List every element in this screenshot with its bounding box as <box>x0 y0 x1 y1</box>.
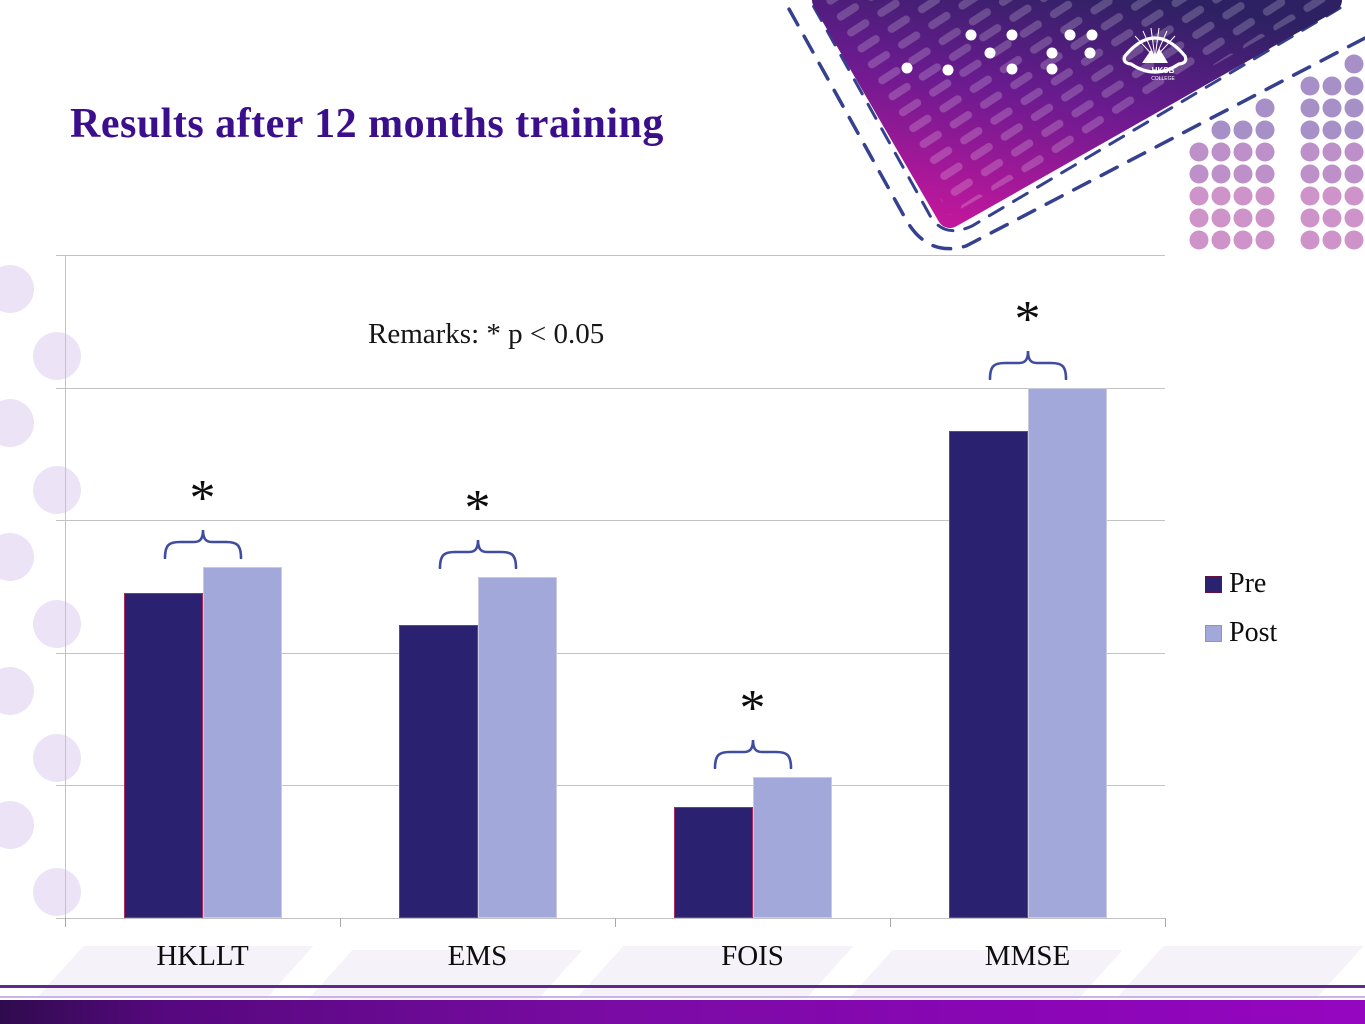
dashed-outline-outer <box>781 0 1365 251</box>
hksb-logo-icon: HKSB COLLEGE <box>1122 27 1188 82</box>
x-axis-tick <box>1165 918 1166 927</box>
legend-swatch-pre <box>1205 575 1222 593</box>
gridline <box>65 255 1165 256</box>
bar-post-hkllt <box>202 567 282 918</box>
y-axis-tick <box>56 255 65 256</box>
left-circle <box>0 533 34 581</box>
left-circle <box>33 332 81 380</box>
dashed-outline-inner <box>808 0 1342 233</box>
left-circle <box>33 466 81 514</box>
y-axis-tick <box>56 918 65 919</box>
left-circle <box>33 600 81 648</box>
gridline <box>65 652 1165 654</box>
left-circle <box>0 801 34 849</box>
category-label: HKLLT <box>156 940 249 972</box>
significance-bracket <box>436 537 520 570</box>
y-axis-tick <box>56 652 65 654</box>
logo-sub-text: COLLEGE <box>1151 76 1175 82</box>
gridline <box>65 387 1165 389</box>
dot-grid-decoration <box>1189 54 1364 250</box>
bottom-rule-light <box>0 996 1365 998</box>
left-circle <box>0 667 34 715</box>
gridline <box>65 520 1165 522</box>
y-axis-tick <box>56 387 65 389</box>
y-axis-line <box>65 255 66 918</box>
bar-pre-mmse <box>948 431 1028 918</box>
x-axis-tick <box>615 918 616 927</box>
bottom-gradient-band <box>0 1000 1365 1024</box>
category-label: EMS <box>447 940 508 972</box>
slide-corner-decoration: HKSB COLLEGE <box>781 0 1365 251</box>
significance-asterisk: * <box>464 480 491 537</box>
legend-swatch-post <box>1205 624 1222 642</box>
x-axis-tick <box>340 918 341 927</box>
significance-bracket <box>986 348 1070 381</box>
bar-pre-ems <box>398 625 478 918</box>
significance-asterisk: * <box>1014 291 1041 348</box>
legend-item-post: Post <box>1205 617 1277 649</box>
gridline <box>65 785 1165 787</box>
significance-bracket <box>161 527 245 560</box>
bar-post-mmse <box>1027 388 1107 918</box>
chart-remark: Remarks: * p < 0.05 <box>368 318 605 350</box>
y-axis-tick <box>56 785 65 787</box>
braille-dots <box>901 29 1098 76</box>
x-axis-tick <box>890 918 891 927</box>
bar-post-fois <box>752 777 832 918</box>
category-label: FOIS <box>721 940 784 972</box>
left-circle <box>0 399 34 447</box>
x-axis-tick <box>65 918 66 927</box>
left-circle <box>33 734 81 782</box>
category-label: MMSE <box>984 940 1071 972</box>
legend-label: Pre <box>1229 568 1267 599</box>
bottom-rule-dark <box>0 985 1365 988</box>
bar-pre-hkllt <box>123 593 203 918</box>
bar-post-ems <box>477 577 557 918</box>
watermark-stripe <box>1116 946 1364 998</box>
legend-item-pre: Pre <box>1205 568 1277 600</box>
left-circle <box>33 868 81 916</box>
left-circle <box>0 265 34 313</box>
chart-legend: Pre Post <box>1205 568 1277 666</box>
legend-label: Post <box>1229 617 1278 648</box>
significance-asterisk: * <box>189 470 216 527</box>
significance-asterisk: * <box>739 680 766 737</box>
bar-pre-fois <box>673 807 753 918</box>
slide-title: Results after 12 months training <box>70 101 664 147</box>
logo-org-text: HKSB <box>1152 66 1175 75</box>
significance-bracket <box>711 737 795 770</box>
y-axis-tick <box>56 520 65 522</box>
